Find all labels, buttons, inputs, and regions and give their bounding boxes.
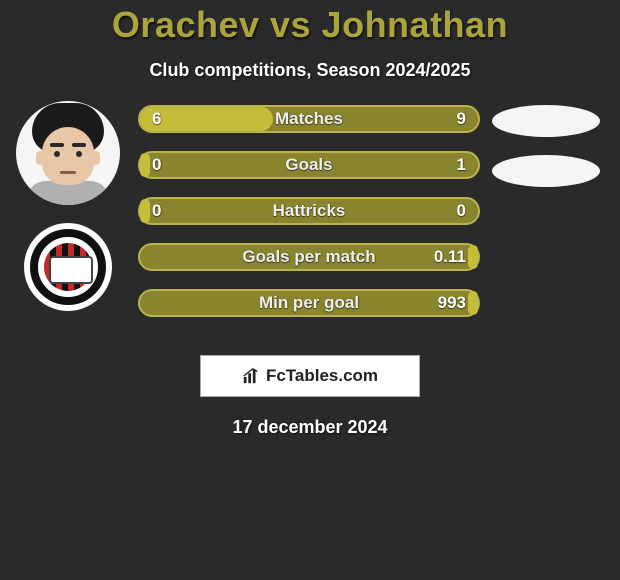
- page-title: Orachev vs Johnathan: [0, 4, 620, 46]
- stat-bar-min-per-goal: Min per goal 993: [138, 289, 480, 317]
- stat-bar-goals: Goals 0 1: [138, 151, 480, 179]
- date-text: 17 december 2024: [0, 417, 620, 438]
- stat-value-right: 0: [457, 197, 466, 225]
- stat-label: Matches: [138, 105, 480, 133]
- stat-bars: Matches 6 9 Goals 0 1 Hattricks 0 0: [138, 105, 480, 335]
- stat-value-right: 0.11: [434, 243, 466, 271]
- stat-value-left: 0: [152, 151, 161, 179]
- stat-value-left: 6: [152, 105, 161, 133]
- club-placeholder-oval: [492, 155, 600, 187]
- chart-area: Matches 6 9 Goals 0 1 Hattricks 0 0: [0, 109, 620, 349]
- stat-value-right: 1: [457, 151, 466, 179]
- stat-label: Hattricks: [138, 197, 480, 225]
- stat-value-left: 0: [152, 197, 161, 225]
- attribution-text: FcTables.com: [266, 366, 378, 386]
- left-entity-column: [8, 101, 128, 311]
- stat-bar-goals-per-match: Goals per match 0.11: [138, 243, 480, 271]
- right-entity-column: [486, 105, 606, 205]
- chart-icon: [242, 367, 260, 385]
- attribution-box: FcTables.com: [200, 355, 420, 397]
- player-photo: [16, 101, 120, 205]
- comparison-infographic: Orachev vs Johnathan Club competitions, …: [0, 0, 620, 580]
- stat-label: Goals: [138, 151, 480, 179]
- stat-bar-hattricks: Hattricks 0 0: [138, 197, 480, 225]
- player-placeholder-oval: [492, 105, 600, 137]
- stat-bar-matches: Matches 6 9: [138, 105, 480, 133]
- stat-label: Min per goal: [138, 289, 480, 317]
- stat-value-right: 9: [457, 105, 466, 133]
- subtitle: Club competitions, Season 2024/2025: [0, 60, 620, 81]
- stat-label: Goals per match: [138, 243, 480, 271]
- stat-value-right: 993: [438, 289, 466, 317]
- club-badge: [24, 223, 112, 311]
